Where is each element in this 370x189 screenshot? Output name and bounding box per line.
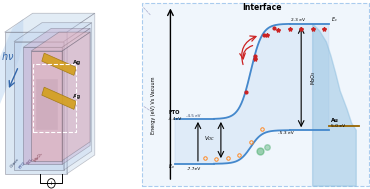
Text: TiO₂: TiO₂ <box>26 157 34 166</box>
Polygon shape <box>67 13 95 174</box>
Polygon shape <box>313 24 356 186</box>
Polygon shape <box>64 23 92 170</box>
Polygon shape <box>0 19 23 104</box>
Text: -4.5 eV: -4.5 eV <box>186 114 201 118</box>
Bar <box>33 64 76 132</box>
Text: $hν$: $hν$ <box>1 50 14 63</box>
Text: Au: Au <box>331 118 339 123</box>
Polygon shape <box>23 28 90 47</box>
Polygon shape <box>23 47 62 164</box>
Polygon shape <box>42 87 76 109</box>
Text: $V_{OC}$: $V_{OC}$ <box>204 134 215 143</box>
Polygon shape <box>31 51 62 161</box>
Text: $E_v$: $E_v$ <box>168 162 175 171</box>
Text: MoO₃: MoO₃ <box>310 70 315 84</box>
Polygon shape <box>36 79 57 129</box>
Text: Glass: Glass <box>9 157 20 168</box>
Text: Energy (eV) Vs Vacuum: Energy (eV) Vs Vacuum <box>151 76 156 134</box>
Text: $E_c$: $E_c$ <box>331 15 338 24</box>
Polygon shape <box>175 24 329 164</box>
Polygon shape <box>62 32 90 161</box>
Text: -5.3 eV: -5.3 eV <box>278 131 294 135</box>
Text: -4.4eV: -4.4eV <box>168 117 182 121</box>
Text: MoO₃: MoO₃ <box>33 151 44 163</box>
Text: i: i <box>50 181 52 186</box>
Text: -7.7eV: -7.7eV <box>186 167 201 171</box>
Polygon shape <box>14 42 64 170</box>
Text: FTO: FTO <box>168 110 179 115</box>
Text: 2.3 eV: 2.3 eV <box>291 18 305 22</box>
Polygon shape <box>14 23 92 42</box>
Text: Interface: Interface <box>242 2 282 12</box>
Text: FTO: FTO <box>18 161 26 170</box>
Polygon shape <box>5 13 95 32</box>
Polygon shape <box>62 28 90 164</box>
Text: Ag: Ag <box>73 60 81 65</box>
FancyBboxPatch shape <box>142 3 369 186</box>
Text: Ag: Ag <box>73 94 81 99</box>
FancyArrowPatch shape <box>144 8 150 15</box>
Polygon shape <box>31 32 90 51</box>
Text: 5.0 eV: 5.0 eV <box>331 124 345 128</box>
Polygon shape <box>42 53 76 75</box>
Polygon shape <box>5 32 67 174</box>
FancyArrowPatch shape <box>144 107 150 110</box>
